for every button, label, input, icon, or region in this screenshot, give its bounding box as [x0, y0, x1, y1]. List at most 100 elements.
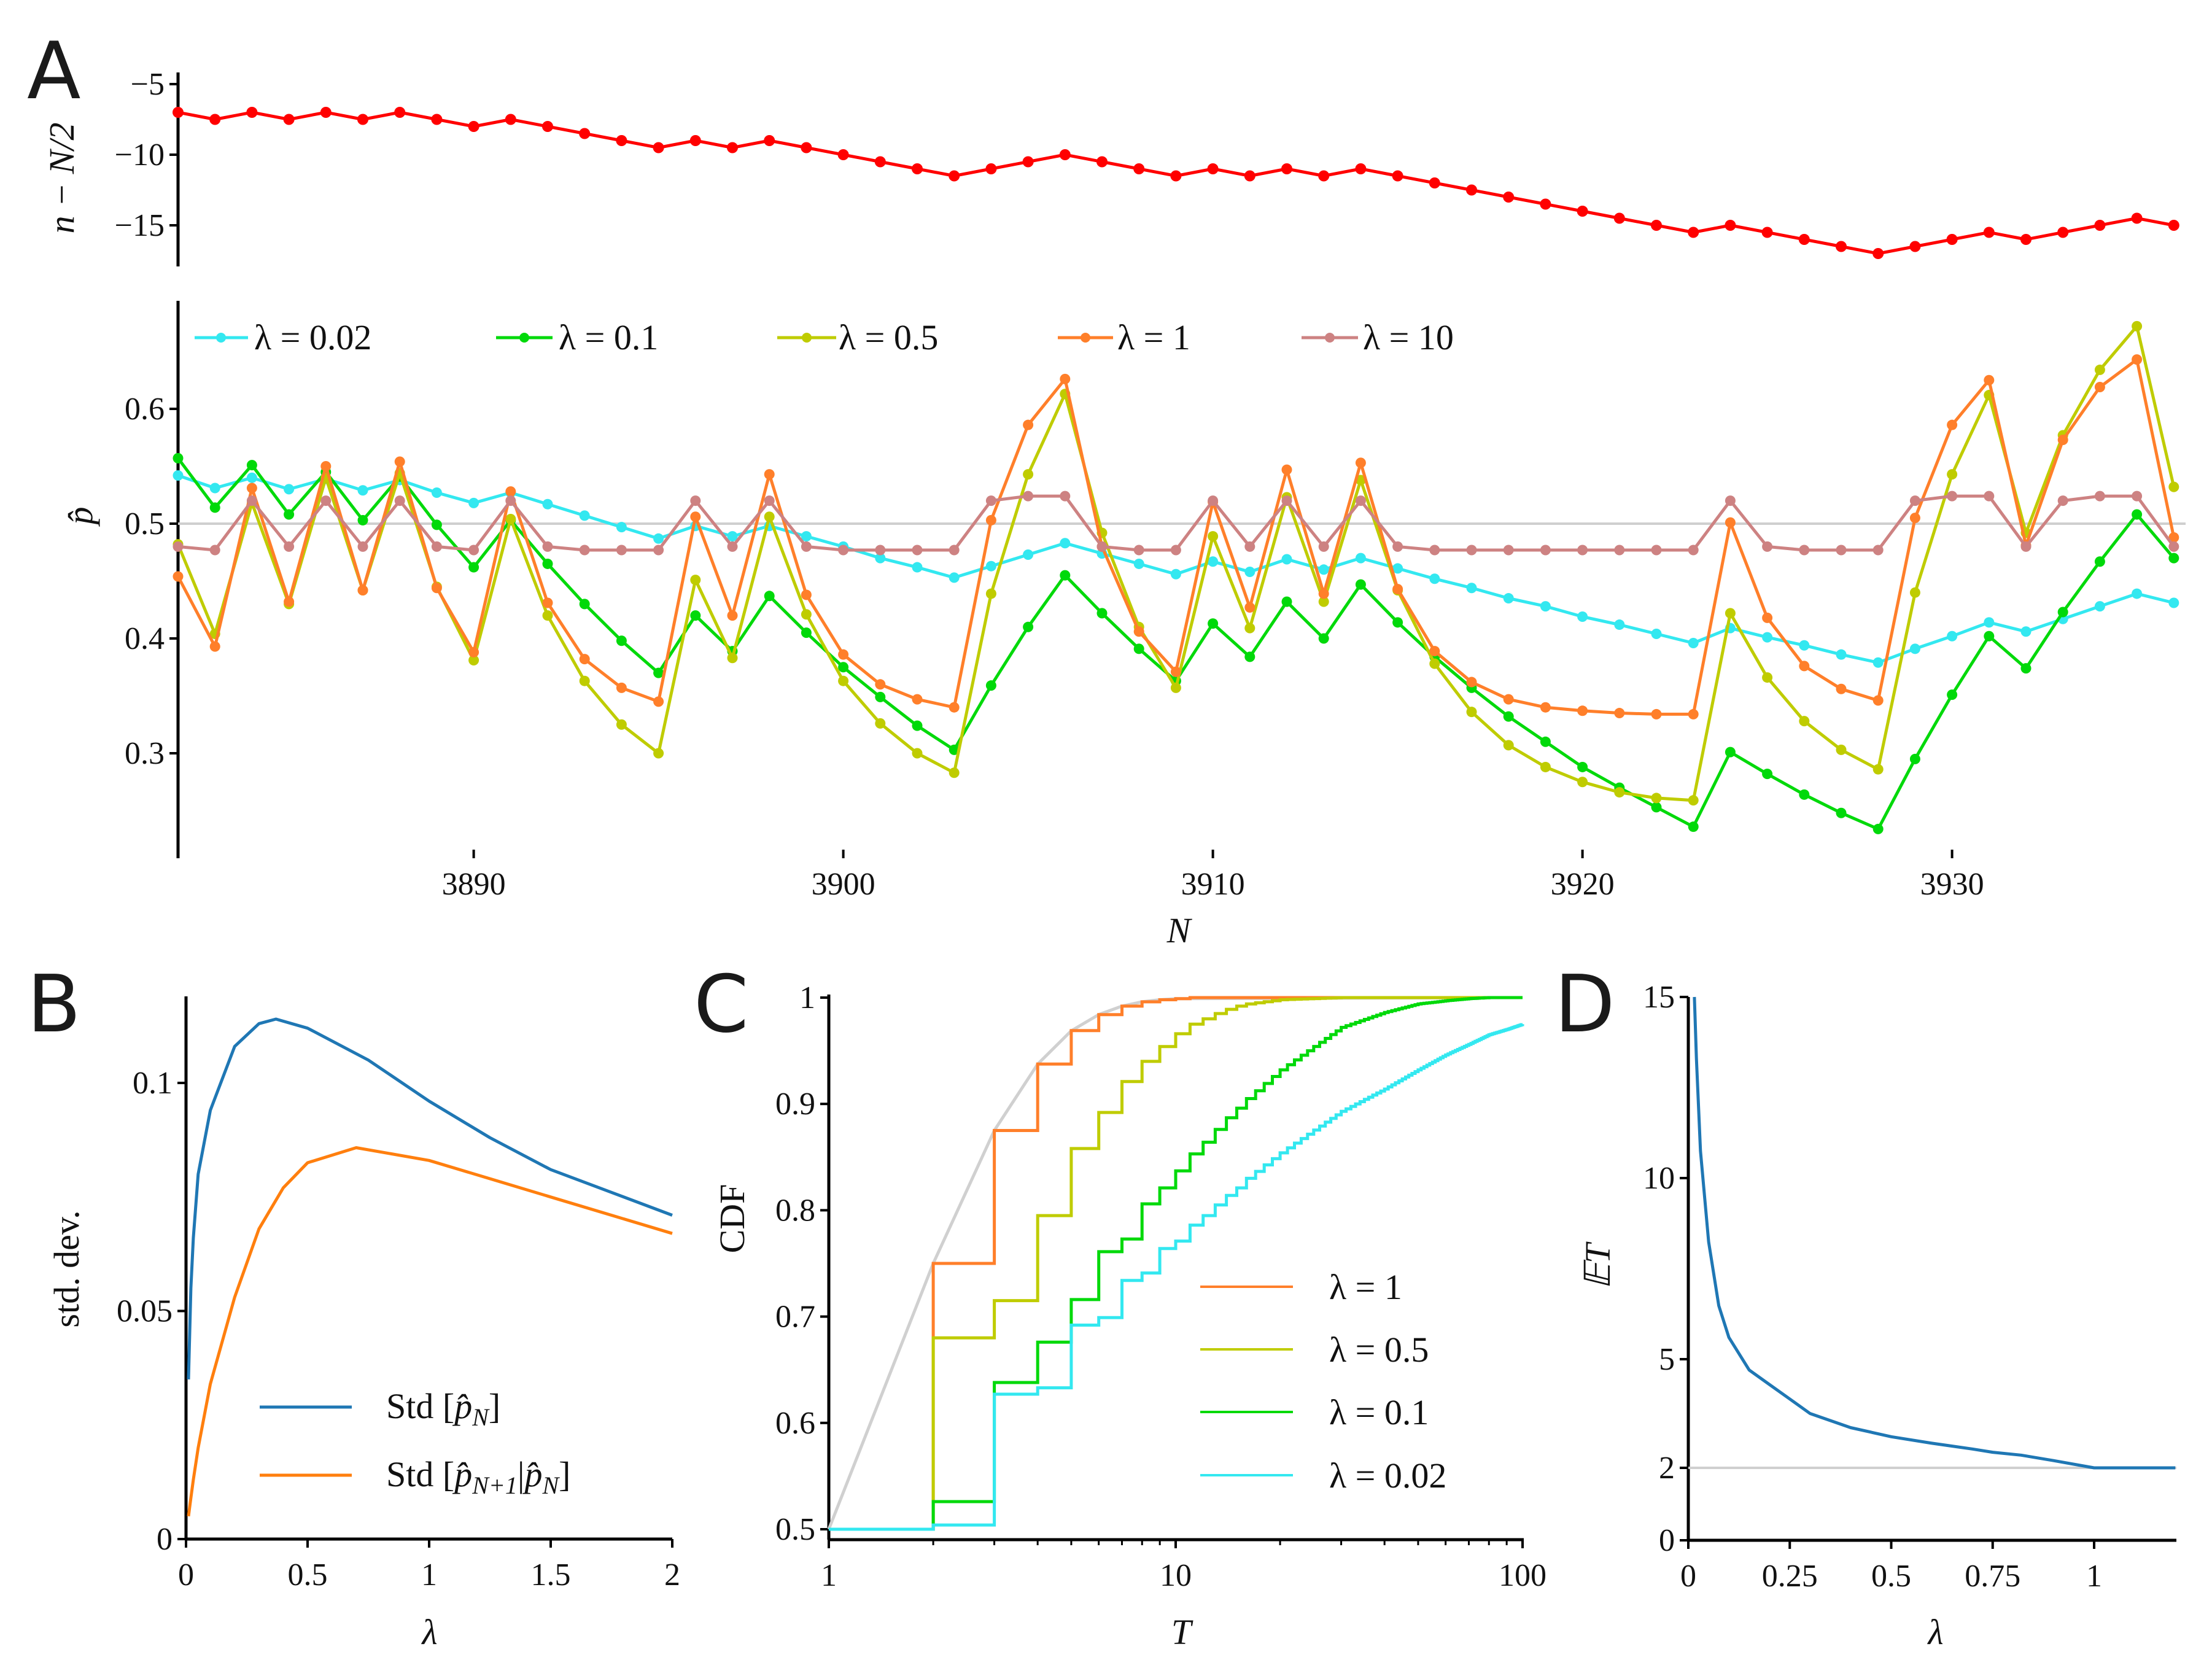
data-point	[1318, 170, 1330, 182]
data-point	[1096, 541, 1108, 552]
data-point	[173, 470, 184, 481]
y-tick-label: 0	[1659, 1523, 1675, 1558]
data-point	[1836, 807, 1847, 818]
data-point	[1651, 708, 1662, 719]
data-point	[1503, 192, 1515, 203]
series-line	[177, 111, 2175, 255]
data-point	[616, 719, 627, 730]
data-point	[357, 584, 368, 595]
data-point	[542, 121, 553, 132]
data-point	[1836, 683, 1847, 694]
x-tick-label: 0.5	[1871, 1559, 1911, 1594]
legend-label: λ = 0.1	[1329, 1392, 1429, 1432]
x-tick-label: 0.5	[288, 1557, 328, 1592]
y-tick-label: −15	[115, 208, 165, 243]
data-point	[1208, 618, 1219, 629]
data-point	[1909, 495, 1920, 506]
data-point	[505, 514, 516, 525]
data-point	[1909, 241, 1921, 252]
data-point	[431, 519, 442, 530]
data-point	[1947, 630, 1958, 642]
data-point	[764, 591, 775, 602]
y-tick-label: 0.5	[775, 1512, 815, 1547]
data-point	[690, 575, 701, 586]
data-point	[2094, 556, 2105, 567]
data-point	[542, 498, 553, 510]
data-point	[1466, 583, 1477, 594]
data-point	[949, 572, 960, 583]
data-point	[1466, 545, 1477, 556]
data-point	[1577, 206, 1588, 217]
series-n-minus-half-n	[173, 107, 2179, 259]
data-point	[284, 509, 295, 520]
y-tick-label: 0.7	[775, 1300, 815, 1335]
data-point	[1872, 545, 1884, 556]
y-tick-label: 0.05	[117, 1294, 173, 1329]
data-point	[875, 545, 886, 556]
data-point	[1170, 666, 1181, 677]
legend-label: λ = 10	[1363, 317, 1454, 357]
x-tick-label: 3910	[1181, 867, 1245, 902]
data-point	[1392, 541, 1403, 552]
data-point	[1947, 491, 1958, 502]
series-lambda-1	[173, 354, 2179, 719]
axes-b: 0 0.05 0.1 0 0.5 1 1.5 2	[117, 996, 680, 1592]
data-point	[690, 511, 701, 522]
y-tick-label: 2	[1659, 1451, 1675, 1486]
data-point	[985, 560, 996, 572]
data-point	[246, 483, 257, 494]
data-point	[1688, 821, 1699, 832]
x-tick-label: 3930	[1920, 867, 1984, 902]
y-tick-label: 1	[799, 980, 815, 1015]
expected-T-curve	[1693, 996, 2176, 1470]
data-point	[1762, 612, 1773, 623]
data-point	[1762, 541, 1773, 552]
y-tick-label: 0	[157, 1522, 173, 1557]
data-point	[468, 545, 479, 556]
y-tick-label: 0.6	[775, 1406, 815, 1441]
legend-label: λ = 0.1	[559, 317, 658, 357]
data-point	[2020, 234, 2032, 245]
data-point	[468, 646, 479, 657]
data-point	[949, 545, 960, 556]
data-point	[468, 121, 479, 132]
data-point	[2020, 541, 2032, 552]
data-point	[764, 495, 775, 506]
legend-marker	[1081, 333, 1090, 343]
data-point	[1984, 617, 1995, 628]
d-y-axis-label: 𝔼T	[1578, 1241, 1618, 1289]
data-point	[579, 510, 590, 521]
c-y-axis-label: CDF	[712, 1184, 752, 1254]
data-point	[579, 654, 590, 665]
cdf-step-lambda-0.1	[829, 996, 1523, 1531]
data-point	[2132, 354, 2143, 365]
y-tick-label: 10	[1643, 1161, 1675, 1196]
data-point	[505, 495, 516, 506]
data-point	[1909, 587, 1920, 598]
a-legend: λ = 0.02 λ = 0.1 λ = 0.5 λ = 1 λ = 10	[195, 317, 1454, 357]
data-point	[2132, 491, 2143, 502]
data-point	[690, 495, 701, 506]
x-tick-label: 1	[2086, 1559, 2102, 1594]
a-top-y-axis-label: n − N/2	[42, 123, 82, 234]
data-point	[1909, 753, 1920, 764]
legend-marker	[216, 333, 226, 343]
data-point	[2057, 495, 2068, 506]
data-point	[246, 495, 257, 506]
data-point	[985, 588, 996, 599]
data-point	[690, 610, 701, 621]
data-point	[1392, 563, 1403, 574]
data-point	[209, 483, 220, 494]
data-point	[949, 170, 960, 182]
data-point	[2168, 597, 2179, 608]
data-point	[2094, 381, 2105, 392]
data-point	[727, 531, 738, 542]
data-point	[1872, 248, 1884, 259]
a-bottom-y-axis-label: p̂	[60, 507, 100, 527]
data-point	[1392, 584, 1403, 595]
data-point	[320, 107, 332, 118]
x-tick-label: 10	[1160, 1558, 1192, 1593]
data-point	[209, 114, 221, 125]
data-point	[1651, 220, 1662, 231]
data-point	[357, 541, 368, 552]
